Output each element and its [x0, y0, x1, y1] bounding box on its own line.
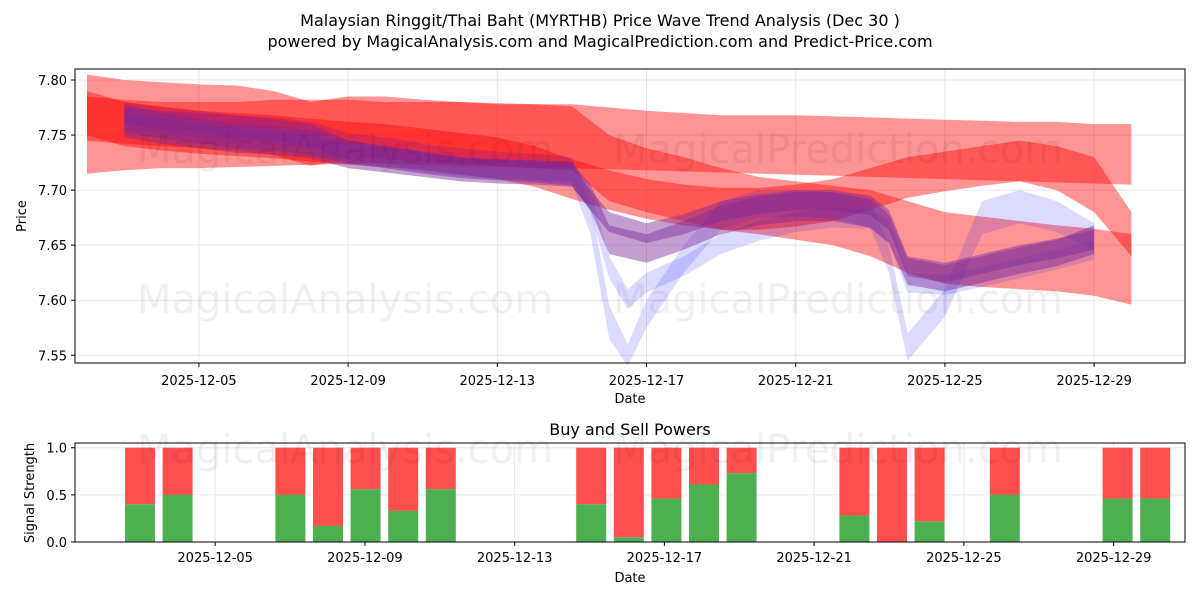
sell-bar [839, 447, 870, 516]
sell-bar [388, 447, 419, 511]
watermark-prediction: MagicalPrediction.com [613, 127, 1063, 173]
sell-bar [877, 447, 907, 542]
buy-sell-bars [125, 447, 1171, 542]
purple-band-2 [124, 113, 1095, 283]
sell-bar [689, 447, 719, 485]
buy-sell-y-axis-label: Signal Strength [23, 443, 38, 543]
buy-bar [162, 494, 193, 542]
chart-title-line1: Malaysian Ringgit/Thai Baht (MYRTHB) Pri… [300, 11, 900, 30]
blue-band-2 [124, 107, 1095, 367]
price-x-axis-label: Date [614, 392, 645, 407]
blue-band-1 [124, 102, 1095, 309]
sell-bar [350, 447, 381, 490]
sell-bar [576, 447, 607, 505]
buy-sell-x-tick-label: 2025-12-17 [627, 551, 703, 566]
buy-bar [125, 504, 155, 542]
buy-bar [689, 484, 719, 542]
sell-bar [914, 447, 945, 522]
sell-bar [613, 447, 644, 538]
buy-bar [726, 473, 757, 542]
sell-bar [1102, 447, 1133, 499]
price-x-tick-label: 2025-12-25 [907, 374, 983, 389]
sell-bar [425, 447, 456, 490]
price-y-tick-label: 7.75 [38, 129, 67, 144]
buy-sell-x-tick-label: 2025-12-29 [1076, 551, 1152, 566]
buy-sell-x-tick-label: 2025-12-25 [926, 551, 1002, 566]
buy-bar [313, 525, 343, 542]
price-x-tick-label: 2025-12-29 [1056, 374, 1132, 389]
sell-bar [162, 447, 193, 495]
sell-bar [651, 447, 682, 499]
price-x-ticks: 2025-12-05 2025-12-09 2025-12-13 2025-12-17… [161, 363, 1132, 389]
buy-bar [651, 498, 682, 542]
purple-band-1 [124, 104, 1095, 292]
price-wave-bands [87, 74, 1132, 367]
buy-sell-y-tick-label: 0.5 [46, 489, 67, 504]
buy-sell-x-ticks: 2025-12-05 2025-12-09 2025-12-13 2025-12-17… [177, 542, 1151, 566]
price-y-axis-label: Price [15, 200, 30, 232]
buy-bar [1102, 498, 1133, 542]
buy-sell-x-tick-label: 2025-12-09 [327, 551, 403, 566]
price-axes-frame [74, 68, 1186, 364]
price-x-tick-label: 2025-12-09 [310, 374, 386, 389]
buy-sell-x-tick-label: 2025-12-21 [776, 551, 852, 566]
watermark-prediction: MagicalPrediction.com [613, 277, 1063, 323]
buy-bar [388, 510, 419, 542]
price-y-tick-label: 7.60 [38, 294, 67, 309]
price-x-tick-label: 2025-12-13 [460, 374, 536, 389]
watermark-prediction: MagicalPrediction.com [613, 427, 1063, 473]
price-x-tick-label: 2025-12-21 [758, 374, 834, 389]
sell-bar [1140, 447, 1171, 499]
buy-bar [989, 494, 1020, 542]
buy-bar [839, 515, 870, 542]
buy-bar [425, 489, 456, 542]
buy-bar [1140, 498, 1171, 542]
price-y-tick-label: 7.70 [38, 184, 67, 199]
price-y-ticks: 7.55 7.60 7.65 7.70 7.75 7.80 [38, 74, 75, 364]
watermark-analysis: MagicalAnalysis.com [137, 427, 553, 473]
buy-bar [576, 504, 607, 542]
price-y-tick-label: 7.65 [38, 239, 67, 254]
price-y-tick-label: 7.80 [38, 74, 67, 89]
buy-bar [613, 537, 644, 542]
buy-sell-x-tick-label: 2025-12-13 [477, 551, 553, 566]
price-x-tick-label: 2025-12-05 [161, 374, 237, 389]
price-grid [75, 69, 1185, 363]
buy-bar [275, 494, 306, 542]
buy-sell-y-tick-label: 0.0 [46, 536, 67, 551]
buy-bar [350, 489, 381, 542]
buy-sell-axes-frame [74, 442, 1186, 543]
red-band-2 [87, 74, 1132, 305]
red-band-1 [87, 96, 1132, 185]
sell-bar [313, 447, 343, 526]
red-band-3 [87, 91, 1132, 257]
price-y-tick-label: 7.55 [38, 349, 67, 364]
price-x-tick-label: 2025-12-17 [609, 374, 685, 389]
buy-sell-watermark: MagicalAnalysis.com MagicalPrediction.co… [137, 427, 1063, 473]
buy-sell-y-ticks: 0.0 0.5 1.0 [46, 442, 75, 551]
watermark-analysis: MagicalAnalysis.com [137, 127, 553, 173]
chart-title-line2: powered by MagicalAnalysis.com and Magic… [267, 32, 932, 51]
buy-bar [914, 521, 945, 542]
buy-sell-y-tick-label: 1.0 [46, 442, 67, 457]
sell-bar [275, 447, 306, 495]
sell-bar [125, 447, 155, 505]
sell-bar [989, 447, 1020, 495]
buy-sell-x-tick-label: 2025-12-05 [177, 551, 253, 566]
buy-sell-title: Buy and Sell Powers [549, 420, 711, 439]
price-watermark: MagicalAnalysis.com MagicalPrediction.co… [137, 127, 1063, 323]
watermark-analysis: MagicalAnalysis.com [137, 277, 553, 323]
sell-bar [726, 447, 757, 474]
buy-sell-x-axis-label: Date [614, 571, 645, 586]
